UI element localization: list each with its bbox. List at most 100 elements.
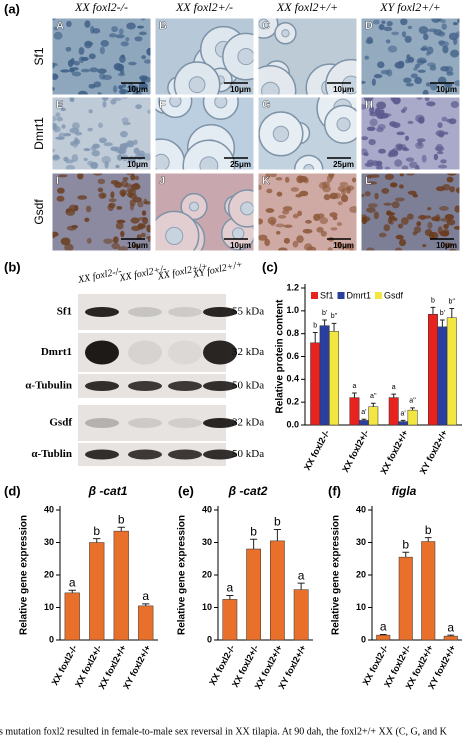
nucleus	[110, 180, 120, 185]
column-header: XX foxl2+/+	[276, 0, 338, 14]
nucleus	[270, 219, 276, 227]
nucleus	[265, 208, 275, 213]
error-bar	[322, 319, 327, 326]
column-header: XX foxl2+/-	[175, 0, 233, 14]
nucleus	[454, 80, 460, 87]
nucleus	[112, 236, 119, 244]
nucleus	[395, 143, 404, 150]
nucleus	[322, 181, 330, 188]
nucleus	[410, 73, 418, 79]
nucleus	[61, 124, 66, 129]
nucleus	[52, 231, 59, 237]
micrograph	[155, 97, 254, 170]
nucleus	[415, 141, 424, 149]
nucleus	[388, 215, 396, 221]
nucleus	[137, 223, 147, 229]
nucleus	[141, 55, 146, 60]
nucleus	[328, 173, 335, 178]
nucleus	[389, 121, 397, 127]
nucleus	[340, 194, 349, 203]
nucleus	[323, 194, 331, 201]
bar	[329, 331, 340, 426]
panel-letter: H	[365, 99, 373, 111]
nucleus	[86, 237, 92, 244]
significance-letter: b	[250, 524, 257, 538]
bar	[64, 592, 80, 641]
nucleus	[113, 63, 123, 71]
nucleus	[130, 217, 140, 224]
y-tick-label: 0.0	[286, 419, 299, 429]
nucleus	[305, 219, 312, 224]
micrograph	[361, 97, 460, 170]
oocyte-nucleus	[272, 125, 290, 143]
nucleus	[111, 26, 118, 33]
nucleus	[404, 35, 412, 43]
nucleus	[391, 201, 400, 209]
nucleus	[146, 224, 151, 233]
nucleus	[417, 69, 426, 73]
nucleus	[437, 164, 448, 169]
nucleus	[97, 187, 104, 193]
nucleus	[71, 154, 79, 163]
nucleus	[386, 212, 396, 216]
nucleus	[402, 147, 408, 151]
nucleus	[130, 173, 136, 181]
nucleus	[110, 191, 115, 199]
nucleus	[387, 45, 398, 53]
blot-band	[203, 449, 237, 460]
frame	[360, 96, 461, 171]
nucleus	[319, 217, 329, 225]
nucleus	[366, 126, 376, 131]
nucleus	[122, 83, 127, 88]
oocyte-nucleus	[240, 201, 254, 216]
oocyte-nucleus	[199, 156, 219, 170]
nucleus	[63, 156, 69, 162]
nucleus	[97, 68, 107, 74]
nucleus	[147, 236, 151, 243]
y-tick-label: 20	[202, 569, 212, 579]
panel-letter: J	[159, 175, 165, 187]
nucleus	[52, 235, 56, 239]
nucleus	[422, 89, 429, 95]
nucleus	[78, 47, 85, 55]
nucleus	[361, 193, 365, 198]
y-tick-label: 40	[202, 504, 212, 514]
x-tick-label: XY foxl2+/+	[418, 428, 450, 475]
nucleus	[98, 122, 104, 129]
nucleus	[120, 41, 129, 47]
nucleus	[416, 221, 422, 227]
nucleus	[71, 71, 82, 77]
nucleus	[302, 228, 313, 234]
blot-band	[128, 307, 162, 317]
nucleus	[383, 224, 391, 232]
nucleus	[304, 243, 313, 251]
nucleus	[440, 159, 447, 164]
nucleus	[83, 157, 88, 162]
nucleus	[53, 31, 63, 40]
nucleus	[400, 217, 409, 225]
nucleus	[56, 187, 65, 194]
blot-band	[128, 381, 162, 391]
nucleus	[443, 228, 450, 236]
error-bar	[402, 551, 410, 558]
significance-letter: a	[298, 568, 305, 582]
nucleus	[438, 41, 449, 47]
nucleus	[442, 45, 449, 54]
frame	[360, 172, 461, 252]
panel-letter: F	[159, 99, 166, 111]
nucleus	[371, 78, 376, 86]
bar	[421, 541, 436, 641]
nucleus	[137, 200, 144, 208]
nucleus	[132, 244, 140, 248]
nucleus	[436, 18, 442, 22]
blot-size: 50 kDa	[232, 448, 264, 460]
blot-band	[168, 418, 202, 428]
scale-label: 10μm	[230, 85, 251, 94]
nucleus	[413, 66, 418, 71]
error-bar	[68, 589, 76, 593]
nucleus	[119, 189, 127, 197]
nucleus	[454, 205, 460, 213]
panel-label: (d)	[4, 483, 21, 498]
y-tick-label: 10	[44, 602, 54, 612]
nucleus	[383, 202, 393, 206]
